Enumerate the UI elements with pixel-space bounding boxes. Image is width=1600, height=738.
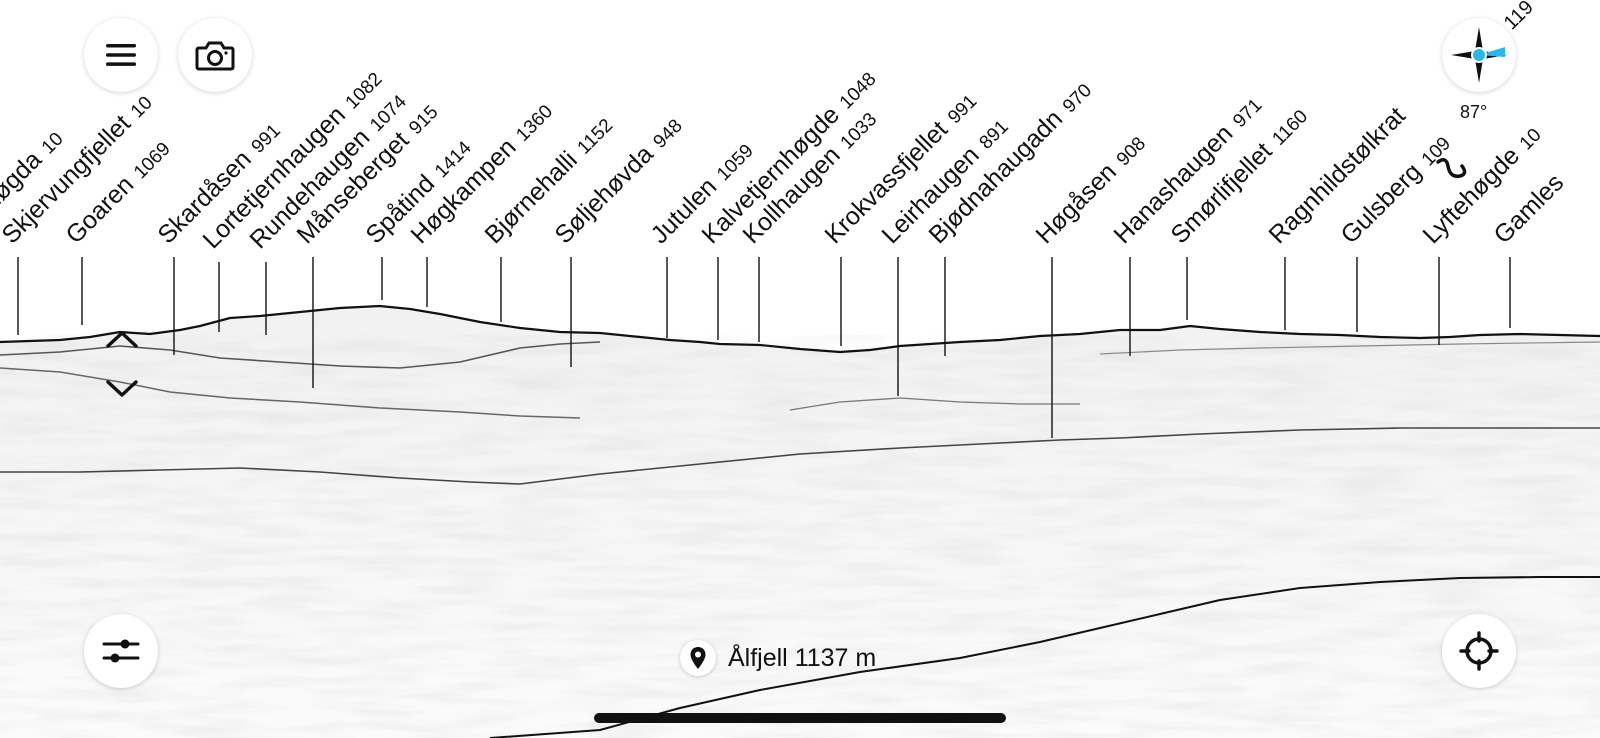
peak-elevation: 991: [944, 91, 981, 128]
camera-button[interactable]: [178, 18, 252, 92]
peak-elevation: 10: [38, 129, 68, 159]
camera-icon: [195, 41, 235, 71]
location-pin-icon: [690, 647, 706, 669]
peak-elevation: 1069: [130, 138, 175, 183]
compass-rose-icon: [1451, 27, 1507, 83]
hamburger-menu-icon: [106, 44, 136, 66]
menu-button[interactable]: [84, 18, 158, 92]
peak-elevation: 1160: [1268, 106, 1312, 150]
peak-elevation: 1033: [837, 109, 882, 154]
home-indicator[interactable]: [594, 713, 1006, 723]
chevron-up-icon: [106, 331, 138, 348]
crosshair-icon: [1459, 631, 1499, 671]
peak-elevation: 971: [1229, 95, 1266, 132]
peak-elevation: 1048: [836, 69, 881, 114]
location-name: Ålfjell: [728, 643, 788, 672]
peak-label[interactable]: Bjørnehalli1152: [479, 111, 618, 250]
sliders-icon: [102, 639, 140, 663]
peak-name: Høgåsen: [1030, 158, 1122, 250]
tilt-down-button[interactable]: [104, 376, 140, 402]
peak-elevation: 1360: [512, 101, 557, 146]
peak-elevation: 10: [127, 92, 157, 122]
peak-elevation: 1074: [366, 91, 411, 136]
trail-icon: [1436, 158, 1467, 179]
peak-elevation: 1152: [574, 115, 618, 159]
ridge-lines: [0, 304, 1600, 738]
peak-elevation: 948: [649, 115, 686, 152]
peak-elevation: 915: [405, 102, 442, 139]
chevron-down-icon: [106, 380, 138, 397]
location-elevation: 1137 m: [794, 643, 877, 672]
peak-elevation: 10: [1516, 125, 1546, 155]
current-location[interactable]: Ålfjell 1137 m: [680, 638, 876, 678]
location-pin-button[interactable]: [680, 640, 716, 676]
compass-heading-label: 87°: [1460, 102, 1488, 122]
tilt-up-button[interactable]: [104, 326, 140, 352]
peak-elevation: 970: [1059, 80, 1096, 117]
terrain-texture: [0, 335, 1600, 738]
location-label: Ålfjell 1137 m: [728, 644, 876, 673]
settings-button[interactable]: [84, 614, 158, 688]
compass-button[interactable]: [1442, 18, 1516, 92]
recenter-button[interactable]: [1442, 614, 1516, 688]
peak-elevation: 908: [1113, 133, 1150, 170]
